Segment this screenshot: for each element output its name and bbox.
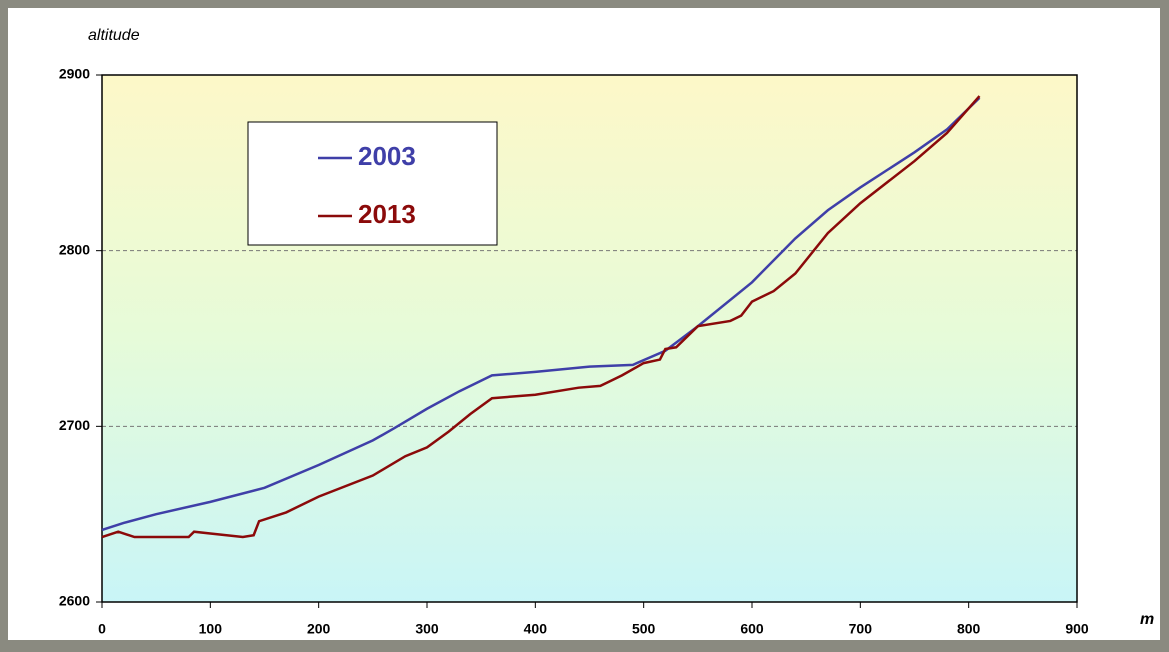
y-tick-label: 2900 xyxy=(59,66,90,82)
x-tick-label: 200 xyxy=(307,621,331,637)
x-axis-label: m xyxy=(1140,611,1154,628)
legend-label: 2003 xyxy=(358,141,416,171)
legend-label: 2013 xyxy=(358,199,416,229)
y-tick-label: 2600 xyxy=(59,593,90,609)
x-tick-label: 500 xyxy=(632,621,656,637)
x-tick-label: 300 xyxy=(415,621,439,637)
series-line xyxy=(101,96,981,532)
series-line xyxy=(101,95,981,539)
y-tick-label: 2800 xyxy=(59,241,90,257)
x-tick-label: 900 xyxy=(1065,621,1089,637)
x-tick-label: 600 xyxy=(740,621,764,637)
plot-border xyxy=(101,74,1078,603)
x-tick-label: 0 xyxy=(98,621,106,637)
y-tick-label: 2700 xyxy=(59,417,90,433)
x-tick-label: 100 xyxy=(199,621,223,637)
y-axis-label: altitude xyxy=(88,27,140,44)
x-tick-label: 700 xyxy=(849,621,873,637)
x-tick-label: 400 xyxy=(524,621,548,637)
x-tick-label: 800 xyxy=(957,621,981,637)
legend xyxy=(247,121,498,246)
